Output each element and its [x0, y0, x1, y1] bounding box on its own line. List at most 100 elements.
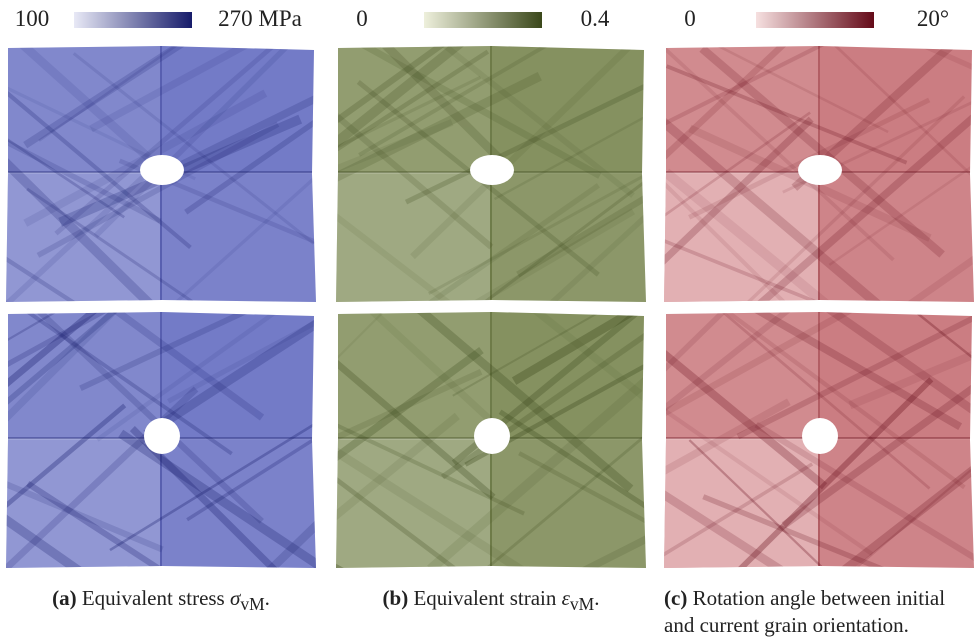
- shear-band: [6, 312, 233, 456]
- caption-text: Rotation angle between initial and curre…: [664, 586, 946, 637]
- shear-band: [449, 172, 646, 302]
- shear-band: [664, 312, 828, 490]
- shear-band: [6, 312, 151, 421]
- panel: 0 0.4 (b) Equivalent strain εvM.: [332, 0, 650, 643]
- shear-band: [358, 46, 601, 157]
- shear-band: [184, 46, 316, 215]
- shear-band: [404, 83, 646, 205]
- shear-band: [356, 183, 600, 302]
- shear-band: [828, 98, 974, 266]
- quadrant: [336, 438, 490, 568]
- hole: [470, 155, 514, 185]
- shear-band: [6, 403, 127, 568]
- shear-band: [664, 46, 895, 262]
- field: [664, 46, 974, 302]
- shear-band: [336, 46, 509, 168]
- shear-band: [459, 388, 646, 568]
- hole: [474, 418, 510, 454]
- colorbar-max: 270 MPa: [218, 6, 302, 31]
- shear-band: [493, 66, 646, 201]
- shear-band: [757, 312, 974, 433]
- shear-band: [391, 208, 636, 302]
- shear-band: [129, 426, 316, 568]
- shear-band: [664, 398, 791, 539]
- shear-band: [736, 313, 974, 440]
- shear-band: [336, 46, 494, 250]
- shear-band: [90, 161, 316, 302]
- shear-band: [518, 478, 646, 568]
- shear-band: [6, 312, 149, 399]
- shear-band: [664, 89, 812, 302]
- shear-band: [6, 56, 125, 219]
- shear-band: [805, 205, 974, 302]
- field-images: [336, 46, 646, 568]
- quadrant: [820, 312, 974, 440]
- quadrant: [664, 172, 818, 302]
- shear-band: [741, 457, 974, 568]
- shear-band: [688, 312, 931, 490]
- shear-band: [336, 312, 496, 500]
- shear-band: [754, 421, 974, 568]
- colorbar-min: 0: [356, 6, 368, 31]
- shear-band: [664, 462, 814, 568]
- shear-band: [788, 46, 974, 232]
- quadrant: [6, 312, 160, 440]
- quadrant: [162, 172, 316, 302]
- shear-band: [72, 52, 315, 245]
- quadrant: [492, 438, 646, 568]
- shear-band: [186, 366, 316, 522]
- shear-band: [23, 89, 268, 227]
- caption: (c) Rotation angle between initial and c…: [664, 585, 974, 639]
- field: [664, 312, 974, 568]
- shear-band: [848, 46, 974, 121]
- shear-band: [336, 72, 542, 200]
- shear-band: [336, 412, 460, 568]
- shear-band: [452, 312, 646, 397]
- shear-band: [336, 75, 482, 196]
- subscript: vM: [240, 594, 265, 615]
- colorbar: 0 0.4: [332, 4, 650, 38]
- shear-band: [781, 348, 974, 529]
- shear-band: [664, 116, 814, 302]
- shear-band: [702, 494, 945, 568]
- shear-band: [689, 377, 934, 568]
- shear-band: [6, 312, 229, 421]
- shear-band: [161, 437, 316, 568]
- shear-band: [511, 312, 646, 385]
- shear-band: [6, 312, 142, 528]
- shear-band: [38, 46, 280, 142]
- shear-band: [830, 312, 974, 438]
- shear-band: [664, 109, 896, 302]
- caption: (b) Equivalent strain εvM.: [332, 585, 650, 618]
- field-image: [664, 46, 974, 302]
- shear-band: [95, 312, 316, 442]
- colorbar-gradient: [74, 12, 192, 28]
- shear-band: [387, 312, 634, 493]
- caption-end: .: [594, 586, 600, 610]
- hole: [144, 418, 180, 454]
- hole: [798, 155, 842, 185]
- shear-band: [664, 431, 814, 568]
- colorbar-max: 0.4: [580, 6, 610, 31]
- shear-band: [754, 448, 974, 568]
- shear-band: [516, 127, 646, 278]
- hole: [802, 418, 838, 454]
- quadrant: [336, 46, 490, 174]
- shear-band: [428, 160, 646, 295]
- shear-band: [664, 46, 859, 150]
- quadrant: [6, 172, 160, 302]
- shear-band: [462, 136, 646, 302]
- colorbar-min: 100: [14, 6, 50, 31]
- colorbar: 0 20°: [660, 4, 976, 38]
- shear-band: [6, 46, 192, 249]
- field-image: [336, 312, 646, 568]
- colorbar-min: 0: [684, 6, 696, 31]
- shear-band: [26, 187, 268, 302]
- shear-band: [688, 439, 931, 568]
- shear-band: [6, 446, 164, 553]
- quadrant: [820, 438, 974, 568]
- field-image: [664, 312, 974, 568]
- shear-band: [6, 171, 150, 302]
- caption: (a) Equivalent stress σvM.: [2, 585, 320, 618]
- shear-band: [699, 46, 945, 258]
